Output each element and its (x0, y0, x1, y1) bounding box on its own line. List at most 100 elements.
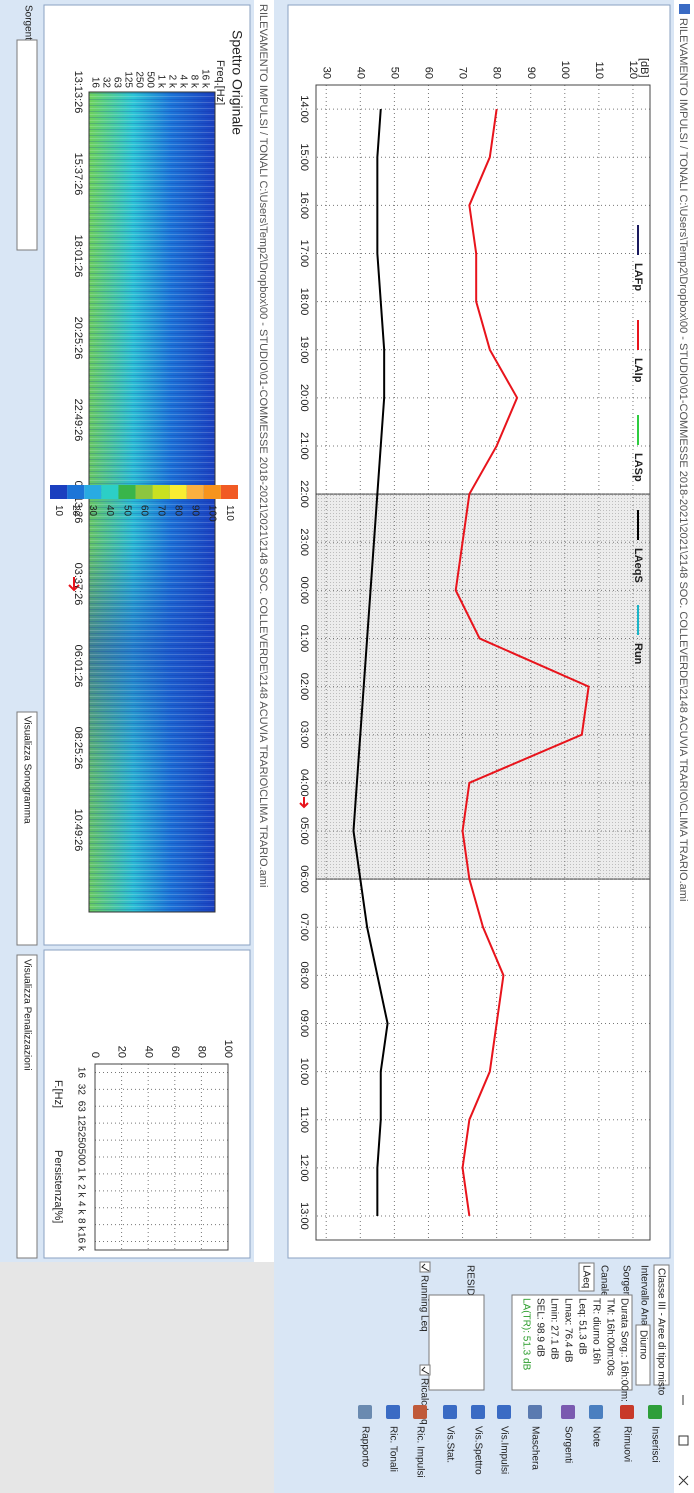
marker-arrow (68, 577, 80, 592)
sorgente-select[interactable] (16, 39, 38, 251)
plot-frame (315, 84, 651, 1241)
info-line: Lmax: 76.4 dB (562, 1298, 573, 1363)
canale-label: Canale (598, 1265, 609, 1297)
freq-tick-label: 125 (122, 71, 133, 88)
x-tick-label: 00:00 (298, 577, 310, 605)
x-tick-label: 09:00 (298, 1010, 310, 1038)
sonogramma-label: Visualizza Sonogramma (21, 716, 32, 824)
colorbar-label: 110 (224, 505, 235, 521)
classe-select[interactable] (653, 1264, 670, 1386)
freq-tick-label: 1 k (155, 75, 166, 89)
colorbar-label: 90 (190, 505, 201, 517)
shaded-region (315, 493, 651, 880)
freq-tick-label: 63 (111, 77, 122, 89)
persistence-panel (43, 949, 251, 1259)
x-tick-label: 06:00 (298, 865, 310, 893)
button-label: Vis.Spettro (472, 1426, 483, 1475)
y-tick-label: 50 (388, 67, 400, 79)
freq-tick-label: 16 k (199, 69, 210, 89)
button-label: Maschera (529, 1426, 540, 1470)
button-icon[interactable] (497, 1405, 511, 1419)
canale-value: LAeq (580, 1265, 591, 1288)
button-label: Rapporto (359, 1426, 370, 1468)
button-label: Vis.Stat. (444, 1426, 455, 1463)
maximize[interactable] (678, 1435, 689, 1446)
button-icon[interactable] (358, 1405, 372, 1419)
x-tick-label: 1 k (75, 1167, 86, 1181)
info-line: Lmin: 27.1 dB (548, 1298, 559, 1360)
colorbar-segment (49, 485, 68, 499)
colorbar-label: 40 (104, 505, 115, 517)
colorbar-label: 10 (53, 505, 64, 517)
spectrogram-frame (88, 91, 216, 913)
x-tick-label: 500 (75, 1149, 86, 1166)
time-tick-label: 10:49:26 (72, 809, 84, 852)
y-axis-label: Persistenza[%] (52, 1150, 64, 1223)
residuo-box (428, 1294, 485, 1391)
intervallo-select[interactable] (635, 1324, 651, 1386)
x-tick-label: 17:00 (298, 240, 310, 268)
x-tick-label: 16 k (75, 1232, 86, 1252)
intervallo-label: Intervallo Analisi (638, 1265, 649, 1337)
classe-value: Classe III - Aree di tipo misto (655, 1268, 666, 1396)
colorbar-segment (152, 485, 170, 499)
button-icon[interactable] (386, 1405, 400, 1419)
button-icon[interactable] (620, 1405, 634, 1419)
legend-label: Run (632, 643, 644, 665)
x-tick-label: 32 (75, 1084, 86, 1096)
y-tick-label: 110 (593, 61, 605, 79)
time-tick-label: 13:13:26 (72, 71, 84, 114)
y-tick-label: 60 (423, 67, 435, 79)
colorbar-segment (169, 485, 187, 499)
penalizzazioni-label: Visualizza Penalizzazioni (21, 959, 32, 1071)
button-icon[interactable] (471, 1405, 485, 1419)
freq-label: Freq.[Hz] (214, 60, 226, 105)
time-tick-label: 22:49:26 (72, 399, 84, 442)
penalizzazioni-select[interactable] (16, 954, 38, 1259)
button-label: Ric. Impulsi (414, 1426, 425, 1478)
button-label: Rimuovi (621, 1426, 632, 1462)
button-icon[interactable] (648, 1405, 662, 1419)
x-tick-label: 250 (75, 1132, 86, 1149)
button-label: Ric. Tonali (387, 1426, 398, 1472)
spectrogram-texture (89, 92, 215, 912)
time-tick-label: 06:01:26 (72, 645, 84, 688)
y-tick-label: 90 (525, 67, 537, 79)
x-tick-label: 23:00 (298, 528, 310, 556)
colorbar-segment (135, 485, 153, 499)
time-tick-label: 08:25:26 (72, 727, 84, 770)
y-tick-label: 70 (457, 67, 469, 79)
x-tick-label: 18:00 (298, 288, 310, 316)
button-icon[interactable] (589, 1405, 603, 1419)
button-icon[interactable] (528, 1405, 542, 1419)
y-tick-label: 40 (354, 67, 366, 79)
series-line (352, 108, 389, 1216)
freq-tick-label: 4 k (177, 75, 188, 89)
button-icon[interactable] (561, 1405, 575, 1419)
button-icon[interactable] (443, 1405, 457, 1419)
canale-select[interactable] (578, 1262, 595, 1292)
running-checkbox[interactable] (419, 1261, 431, 1273)
x-tick-label: 21:00 (298, 432, 310, 460)
check (421, 1366, 430, 1375)
colorbar-label: 20 (70, 505, 81, 517)
x-tick-label: 15:00 (298, 143, 310, 171)
ricalc-label: Ricalc.Leq (418, 1378, 429, 1425)
freq-tick-label: 8 k (188, 75, 199, 89)
x-tick-label: 12:00 (298, 1154, 310, 1182)
footer-sorgente-label: Sorgente (22, 5, 33, 46)
legend-label: LASp (632, 453, 644, 482)
time-tick-label: 18:01:26 (72, 235, 84, 278)
y-tick-label: 120 (627, 61, 639, 79)
button-icon[interactable] (413, 1405, 427, 1419)
ricalc-checkbox[interactable] (419, 1364, 431, 1376)
sonogramma-select[interactable] (16, 711, 38, 946)
close[interactable] (678, 1475, 689, 1486)
x-tick-label: 4 k (75, 1201, 86, 1215)
x-tick-label: 14:00 (298, 95, 310, 123)
x-tick-label: 22:00 (298, 480, 310, 508)
app-icon (679, 4, 690, 14)
colorbar-segment (203, 485, 221, 499)
